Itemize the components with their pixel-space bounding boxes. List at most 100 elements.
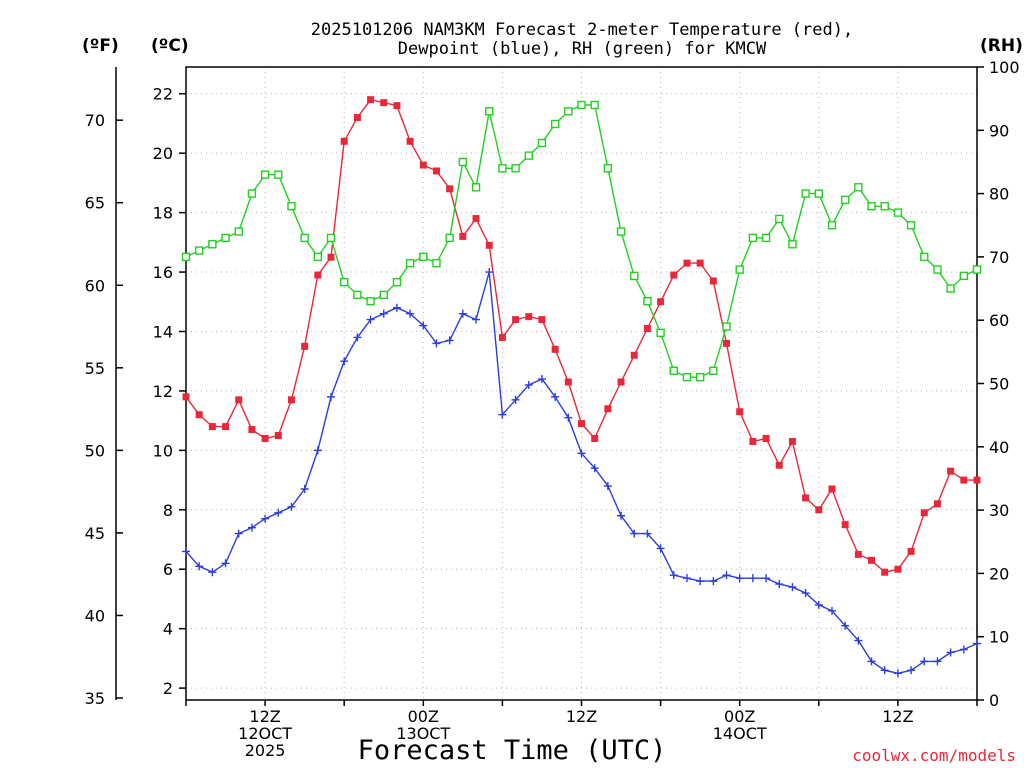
dewpoint-point	[247, 523, 256, 532]
dewpoint-point	[419, 321, 428, 330]
temperature-point	[736, 408, 744, 416]
temperature-point	[696, 259, 704, 267]
rh-point	[405, 259, 415, 268]
celsius-tick-label: 16	[153, 263, 173, 282]
celsius-tick-label: 20	[153, 144, 173, 163]
temperature-point	[393, 102, 401, 110]
x-tick-label: 00Z	[724, 707, 755, 726]
dewpoint-point	[656, 544, 665, 553]
dewpoint-point	[392, 303, 401, 312]
celsius-tick-label: 12	[153, 382, 173, 401]
dewpoint-point	[643, 529, 652, 538]
rh-point	[287, 202, 296, 211]
dewpoint-point	[353, 333, 362, 342]
temperature-point	[472, 215, 480, 223]
temperature-point	[841, 521, 849, 529]
rh-point	[471, 183, 481, 192]
rh-point	[194, 246, 204, 255]
rh-point	[959, 271, 969, 281]
temperature-point	[881, 568, 889, 576]
temperature-point	[353, 114, 361, 122]
rh-point	[972, 265, 982, 274]
rh-point	[366, 297, 375, 306]
temperature-point	[222, 423, 230, 431]
dewpoint-point	[801, 589, 810, 598]
rh-point	[379, 290, 388, 300]
fahrenheit-tick-label: 70	[85, 111, 105, 130]
rh-point	[392, 278, 402, 287]
temperature-point	[709, 277, 717, 285]
temperature-point	[788, 437, 796, 445]
rh-tick-label: 60	[989, 311, 1009, 330]
temperature-point	[525, 313, 533, 321]
rh-point	[656, 328, 665, 338]
rh-point	[524, 151, 533, 160]
temperature-point	[973, 476, 981, 484]
rh-tick-label: 80	[989, 185, 1009, 204]
temperature-point	[683, 259, 691, 267]
temperature-point	[802, 494, 810, 502]
dewpoint-point	[274, 508, 283, 517]
dewpoint-point	[511, 395, 520, 404]
temperature-point	[670, 271, 678, 279]
dewpoint-point	[221, 559, 230, 568]
fahrenheit-tick-label: 40	[85, 606, 105, 625]
temperature-point	[591, 434, 599, 442]
rh-point	[234, 227, 243, 236]
rh-point	[511, 164, 520, 173]
chart-title-line2: Dewpoint (blue), RH (green) for KMCW	[398, 39, 767, 59]
credit-text: coolwx.com/models	[852, 746, 1016, 765]
tick-labels: 2 4 6 8 10 12 14 16 18 20 22 35 40 45 50 55 60 65 70 0 10 20 3…	[85, 58, 1020, 760]
dewpoint-point	[234, 529, 243, 538]
rh-point	[485, 107, 494, 116]
dewpoint-point	[590, 464, 599, 473]
rh-point	[735, 265, 744, 274]
temperature-point	[459, 232, 467, 240]
rh-point	[353, 290, 362, 300]
dewpoint-point	[709, 577, 718, 586]
rh-point	[761, 233, 771, 243]
axes	[115, 66, 984, 706]
temperature-point	[815, 506, 823, 514]
rh-point	[458, 157, 468, 167]
dewpoint-point	[327, 392, 336, 401]
temperature-point	[287, 396, 295, 404]
rh-point	[274, 170, 283, 179]
temperature-point	[261, 434, 269, 442]
temperature-point	[327, 253, 335, 261]
chart-title-line1: 2025101206 NAM3KM Forecast 2-meter Tempe…	[311, 20, 853, 40]
rh-point	[827, 221, 837, 230]
dewpoint-point	[617, 511, 626, 520]
x-tick-label: 14OCT	[713, 724, 767, 743]
rh-point	[906, 221, 916, 230]
x-tick-label: 12Z	[249, 707, 280, 726]
dewpoint-point	[340, 357, 349, 366]
rh-point	[722, 322, 731, 331]
dewpoint-point	[551, 392, 560, 401]
dewpoint-point	[498, 410, 507, 419]
temperature-point	[894, 565, 902, 573]
x-tick-label: 13OCT	[396, 724, 450, 743]
temperature-point	[274, 432, 282, 440]
x-tick-label: 12Z	[566, 707, 597, 726]
plot-frame	[185, 66, 978, 701]
rh-point	[432, 259, 441, 268]
temperature-point	[367, 96, 375, 104]
dewpoint-point	[485, 268, 494, 277]
fahrenheit-tick-label: 65	[85, 194, 105, 213]
dewpoint-point	[959, 645, 968, 654]
dewpoint-point	[762, 574, 771, 583]
rh-point	[577, 100, 586, 110]
temperature-point	[564, 378, 572, 386]
rh-tick-label: 100	[989, 58, 1020, 77]
x-axis-label: Forecast Time (UTC)	[358, 735, 667, 766]
dewpoint-point	[261, 514, 270, 523]
rh-point	[880, 202, 889, 211]
dewpoint-point	[814, 600, 823, 609]
dewpoint-point	[973, 639, 981, 648]
dewpoint-point	[524, 380, 533, 389]
celsius-axis-unit: (ºC)	[151, 36, 189, 56]
fahrenheit-tick-label: 55	[85, 359, 105, 378]
dewpoint-point	[722, 571, 731, 580]
temperature-point	[617, 378, 625, 386]
